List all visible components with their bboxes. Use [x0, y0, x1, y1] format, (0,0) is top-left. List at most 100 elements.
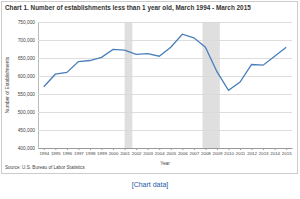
x-tick-label: 2007: [189, 151, 199, 156]
x-tick: 2007: [189, 148, 199, 156]
x-tick-mark: [113, 148, 114, 150]
y-grid-line: [38, 148, 292, 149]
x-tick: 2003: [143, 148, 153, 156]
x-tick: 2010: [224, 148, 234, 156]
x-tick: 2001: [120, 148, 130, 156]
x-tick-label: 2013: [259, 151, 269, 156]
y-tick: 700,000: [18, 38, 292, 43]
chart-title: Chart 1. Number of establishments less t…: [5, 4, 251, 12]
y-tick-label: 650,000: [18, 56, 36, 61]
x-tick-label: 2012: [247, 151, 257, 156]
x-tick-label: 2008: [201, 151, 211, 156]
x-tick: 2008: [201, 148, 211, 156]
x-tick-label: 2002: [132, 151, 142, 156]
x-tick: 1995: [51, 148, 61, 156]
x-tick-label: 1998: [86, 151, 96, 156]
y-axis-line: [38, 23, 39, 149]
x-tick-label: 2005: [166, 151, 176, 156]
x-tick: 2009: [213, 148, 223, 156]
y-grid-line: [38, 22, 292, 23]
x-tick-mark: [148, 148, 149, 150]
x-tick-mark: [286, 148, 287, 150]
x-tick-mark: [67, 148, 68, 150]
x-tick-mark: [182, 148, 183, 150]
x-axis-title: Year: [160, 161, 170, 166]
shaded-period: [203, 22, 220, 148]
y-grid-line: [38, 58, 292, 59]
y-tick-label: 400,000: [18, 146, 36, 151]
x-tick-label: 2009: [213, 151, 223, 156]
x-tick: 2000: [109, 148, 119, 156]
x-tick-label: 1994: [39, 151, 49, 156]
x-tick: 1999: [97, 148, 107, 156]
x-tick: 2004: [155, 148, 165, 156]
x-tick: 1997: [74, 148, 84, 156]
x-tick: 2002: [132, 148, 142, 156]
x-tick: 2013: [259, 148, 269, 156]
y-tick-label: 600,000: [18, 74, 36, 79]
x-tick-label: 2001: [120, 151, 130, 156]
y-axis: 400,000 450,000 500,000 550,000 600,000 650,0…: [18, 20, 292, 151]
x-tick-mark: [102, 148, 103, 150]
marks: [44, 22, 286, 148]
x-tick-mark: [90, 148, 91, 150]
x-tick-mark: [252, 148, 253, 150]
x-tick-mark: [44, 148, 45, 150]
chart-frame: [2, 2, 298, 174]
y-tick-label: 700,000: [18, 38, 36, 43]
x-tick-mark: [171, 148, 172, 150]
x-axis: 1994199519961997199819992000200120022003…: [39, 148, 293, 156]
y-tick-label: 500,000: [18, 110, 36, 115]
x-tick-mark: [125, 148, 126, 150]
x-tick-mark: [159, 148, 160, 150]
y-tick: 550,000: [18, 92, 292, 97]
x-tick-mark: [217, 148, 218, 150]
x-tick: 2011: [236, 148, 246, 156]
x-tick-mark: [240, 148, 241, 150]
x-tick: 2015: [282, 148, 292, 156]
x-tick-label: 2011: [236, 151, 246, 156]
y-grid-line: [38, 112, 292, 113]
x-tick-mark: [194, 148, 195, 150]
x-tick-label: 2014: [270, 151, 280, 156]
x-tick-label: 2000: [109, 151, 119, 156]
x-tick-label: 1996: [62, 151, 72, 156]
x-axis-line: [39, 148, 293, 149]
y-grid-line: [38, 94, 292, 95]
x-tick-mark: [78, 148, 79, 150]
y-tick: 650,000: [18, 56, 292, 61]
y-tick: 750,000: [18, 20, 292, 25]
y-tick: 450,000: [18, 128, 292, 133]
chart-data-link[interactable]: [Chart data]: [132, 181, 169, 188]
x-tick-mark: [205, 148, 206, 150]
x-tick-mark: [229, 148, 230, 150]
x-tick-label: 2015: [282, 151, 292, 156]
x-tick: 1994: [39, 148, 49, 156]
link-row: [Chart data]: [0, 181, 300, 188]
y-grid-line: [38, 76, 292, 77]
x-tick-label: 2003: [143, 151, 153, 156]
y-axis-title: Number of Establishments: [5, 56, 10, 113]
x-tick-mark: [263, 148, 264, 150]
x-tick: 1996: [62, 148, 72, 156]
y-tick-label: 450,000: [18, 128, 36, 133]
y-grid-line: [38, 40, 292, 41]
x-tick: 2014: [270, 148, 280, 156]
x-tick-mark: [275, 148, 276, 150]
y-tick-label: 750,000: [18, 20, 36, 25]
x-tick-label: 1999: [97, 151, 107, 156]
y-tick: 500,000: [18, 110, 292, 115]
x-tick: 2006: [178, 148, 188, 156]
y-grid-line: [38, 130, 292, 131]
y-tick: 600,000: [18, 74, 292, 79]
x-tick: 2005: [166, 148, 176, 156]
x-tick-mark: [136, 148, 137, 150]
y-tick-label: 550,000: [18, 92, 36, 97]
data-line: [44, 34, 286, 90]
x-tick: 1998: [86, 148, 96, 156]
x-tick-label: 2010: [224, 151, 234, 156]
x-tick-mark: [55, 148, 56, 150]
shaded-period: [125, 22, 133, 148]
x-tick-label: 2006: [178, 151, 188, 156]
x-tick-label: 1995: [51, 151, 61, 156]
